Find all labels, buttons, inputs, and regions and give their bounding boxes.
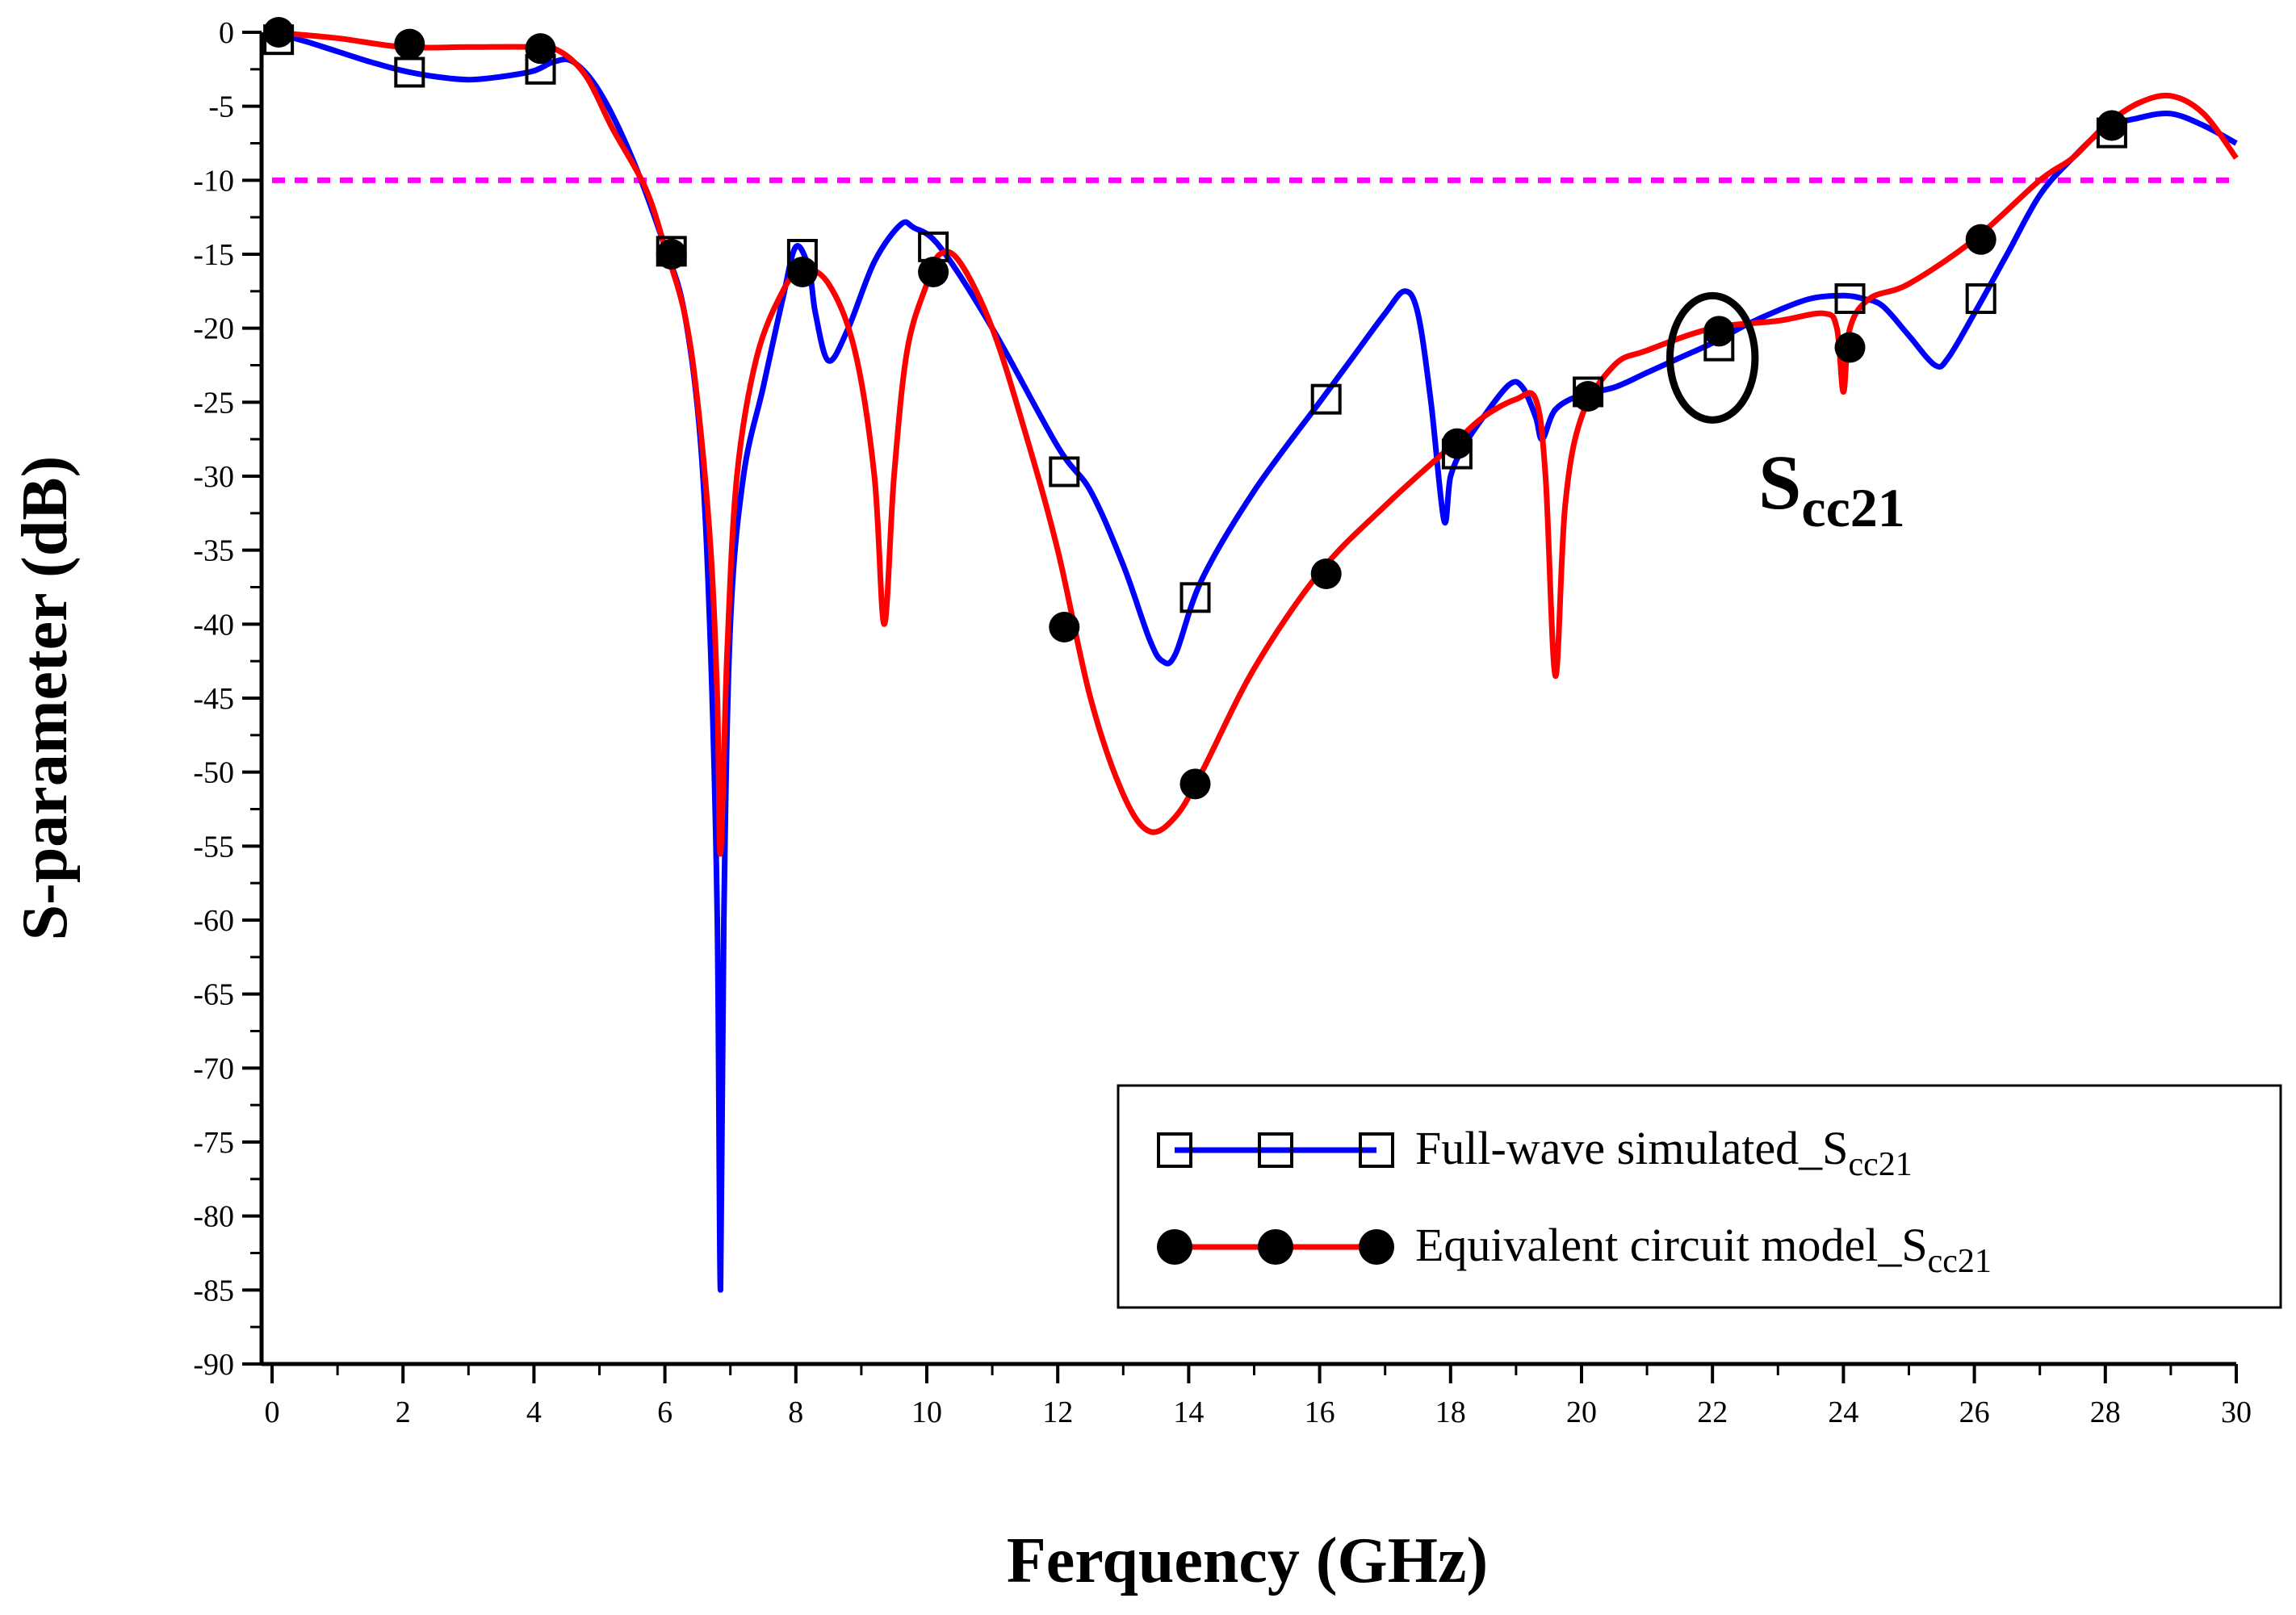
legend-label-equivalent: Equivalent circuit model_Scc21 <box>1415 1219 1992 1280</box>
annotation-subscript: cc21 <box>1801 477 1904 538</box>
marker-square <box>1834 283 1866 314</box>
y-tick-label: -35 <box>193 534 234 568</box>
y-tick-label: -90 <box>193 1348 234 1382</box>
annotation-label: Scc21 <box>1758 439 1905 538</box>
y-tick-label: 0 <box>219 16 234 50</box>
legend-full-wave-subscript: cc21 <box>1848 1146 1912 1183</box>
annotation: Scc21 <box>1665 291 1905 538</box>
legend-equivalent-main: Equivalent circuit model_S <box>1415 1219 1928 1271</box>
x-tick-label: 6 <box>657 1395 672 1429</box>
y-tick-label: -60 <box>193 904 234 938</box>
annotation-main-text: S <box>1758 439 1801 525</box>
x-tick-label: 14 <box>1173 1395 1204 1429</box>
x-axis-title: Ferquency (GHz) <box>1007 1525 1488 1596</box>
y-tick-label: -65 <box>193 978 234 1012</box>
y-tick-label: -30 <box>193 460 234 494</box>
markers <box>263 17 2127 800</box>
x-tick-label: 10 <box>911 1395 942 1429</box>
y-tick-label: -40 <box>193 608 234 642</box>
marker-square <box>1965 283 1996 314</box>
series-line-equivalent-circuit <box>271 29 2239 857</box>
y-tick-label: -80 <box>193 1200 234 1234</box>
y-tick-label: -20 <box>193 312 234 346</box>
x-tick-label: 30 <box>2221 1395 2252 1429</box>
legend-full-wave-main: Full-wave simulated_S <box>1415 1122 1848 1174</box>
marker-circle <box>656 239 687 270</box>
y-tick-label: -70 <box>193 1052 234 1086</box>
marker-circle <box>1049 612 1080 642</box>
x-tick-label: 24 <box>1828 1395 1858 1429</box>
legend-marker-circle <box>1258 1229 1293 1265</box>
legend-marker-circle <box>1359 1229 1394 1265</box>
x-tick-label: 20 <box>1566 1395 1597 1429</box>
marker-square <box>1310 383 1342 415</box>
marker-circle <box>1310 559 1342 589</box>
marker-circle <box>1179 768 1211 800</box>
y-tick-label: -50 <box>193 756 234 790</box>
x-tick-label: 12 <box>1042 1395 1073 1429</box>
marker-circle <box>786 257 818 287</box>
legend-equivalent-subscript: cc21 <box>1928 1243 1992 1280</box>
curves <box>271 29 2239 1293</box>
x-tick-label: 26 <box>1959 1395 1990 1429</box>
x-tick-label: 8 <box>788 1395 803 1429</box>
y-tick-label: -55 <box>193 830 234 864</box>
marker-circle <box>1573 381 1604 412</box>
plot-area <box>263 17 2239 1293</box>
marker-square <box>1179 582 1211 613</box>
marker-circle <box>394 28 425 60</box>
marker-circle <box>1703 316 1735 347</box>
y-tick-label: -75 <box>193 1126 234 1160</box>
x-tick-label: 0 <box>265 1395 280 1429</box>
legend-label-full-wave: Full-wave simulated_Scc21 <box>1415 1122 1913 1183</box>
x-tick-label: 28 <box>2090 1395 2121 1429</box>
y-tick-label: -10 <box>193 164 234 198</box>
marker-circle <box>525 33 556 65</box>
marker-circle <box>1965 224 1996 255</box>
marker-circle <box>263 17 295 48</box>
y-tick-label: -15 <box>193 238 234 272</box>
y-ticks: 0 -5 -10 -15 -20 -25 -30 -35 -40 -45 -50 -55 -60 -65 -… <box>193 16 262 1382</box>
y-tick-label: -25 <box>193 386 234 420</box>
y-tick-label: -45 <box>193 682 234 716</box>
x-tick-label: 16 <box>1305 1395 1335 1429</box>
y-axis-title: S-parameter (dB) <box>10 456 81 941</box>
marker-circle <box>1834 332 1866 363</box>
legend-box <box>1117 1084 2282 1309</box>
legend-marker-square <box>1157 1132 1192 1168</box>
annotation-ellipse <box>1665 291 1759 424</box>
x-ticks: 0 2 4 6 8 10 12 14 16 18 20 22 24 26 28 30 <box>265 1364 2252 1429</box>
marker-square <box>1049 456 1080 487</box>
legend-marker-square <box>1359 1132 1394 1168</box>
y-tick-label: -85 <box>193 1274 234 1307</box>
legend-marker-square <box>1258 1132 1293 1168</box>
legend: Full-wave simulated_Scc21 Equivalent cir… <box>1117 1084 2282 1309</box>
legend-marker-circle <box>1157 1229 1192 1265</box>
x-tick-label: 4 <box>526 1395 542 1429</box>
marker-circle <box>918 257 949 287</box>
x-tick-label: 2 <box>396 1395 411 1429</box>
y-tick-label: -5 <box>208 90 234 124</box>
marker-circle <box>1441 428 1473 459</box>
x-tick-label: 18 <box>1435 1395 1466 1429</box>
marker-circle <box>2096 110 2127 141</box>
x-tick-label: 22 <box>1697 1395 1728 1429</box>
